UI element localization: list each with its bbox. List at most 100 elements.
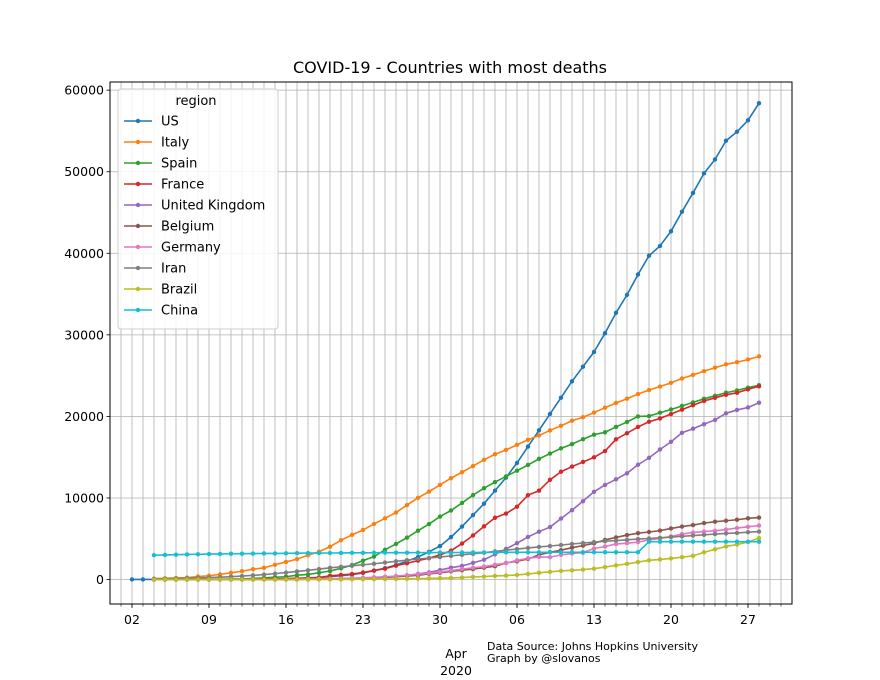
data-point — [448, 553, 454, 559]
data-point — [668, 407, 674, 412]
data-point — [701, 398, 707, 404]
legend-item-brazil: Brazil — [124, 283, 197, 298]
data-point — [690, 190, 696, 196]
data-point — [558, 516, 564, 521]
data-point — [294, 550, 300, 556]
data-point — [382, 550, 388, 555]
data-point — [492, 573, 498, 579]
data-point — [602, 564, 608, 570]
data-point — [690, 372, 696, 378]
data-point — [437, 482, 443, 488]
data-point — [437, 514, 443, 519]
data-point — [723, 362, 729, 367]
data-point — [492, 479, 498, 485]
data-point — [701, 550, 707, 555]
data-point — [393, 510, 399, 515]
data-point — [679, 539, 685, 544]
data-point — [602, 544, 608, 549]
data-point — [393, 576, 399, 582]
data-point — [580, 415, 586, 420]
data-point — [657, 535, 663, 540]
data-point — [668, 439, 674, 445]
data-point — [162, 552, 168, 558]
data-point — [162, 577, 168, 582]
data-point — [349, 550, 355, 556]
data-point — [228, 577, 234, 582]
data-point — [569, 418, 575, 423]
data-point — [679, 403, 685, 409]
axes-frame — [109, 81, 793, 605]
data-point — [217, 577, 223, 582]
data-point — [316, 566, 322, 572]
data-point — [382, 516, 388, 521]
data-point — [217, 551, 223, 557]
data-point — [349, 532, 355, 538]
data-point — [448, 568, 454, 573]
data-point — [250, 551, 256, 556]
data-point — [459, 541, 465, 546]
data-point — [613, 541, 619, 547]
author-note: Graph by @slovanos — [487, 652, 601, 665]
data-point — [569, 379, 575, 384]
data-point — [613, 437, 619, 442]
data-point — [679, 534, 685, 539]
data-point — [734, 407, 740, 413]
data-point — [503, 550, 509, 555]
data-point — [635, 414, 641, 419]
data-point — [558, 469, 564, 474]
data-point — [668, 411, 674, 417]
legend-swatch-marker — [135, 286, 141, 292]
data-point — [261, 577, 267, 582]
data-point — [547, 477, 553, 482]
x-tick-label: 20 — [663, 612, 679, 627]
data-point — [459, 500, 465, 506]
data-point — [129, 577, 135, 582]
data-point — [382, 576, 388, 582]
data-point — [272, 551, 278, 556]
data-point — [536, 488, 542, 493]
data-point — [184, 552, 190, 557]
data-point — [514, 546, 520, 552]
data-point — [646, 529, 652, 535]
data-point — [657, 528, 663, 533]
data-point — [525, 437, 531, 443]
data-point — [635, 530, 641, 536]
legend-label: Italy — [161, 136, 190, 151]
data-point — [745, 524, 751, 529]
x-tick-label: 06 — [509, 612, 525, 627]
x-axis: 02 09 16 23 30 06 13 20 27 — [120, 604, 782, 627]
data-point — [734, 539, 740, 544]
data-point — [338, 572, 344, 578]
data-point — [745, 529, 751, 535]
data-point — [448, 575, 454, 581]
data-point — [712, 365, 718, 370]
data-point — [481, 524, 487, 529]
data-point — [756, 354, 762, 359]
data-point — [679, 554, 685, 560]
data-point — [514, 558, 520, 563]
series-line-iran — [153, 530, 760, 580]
data-point — [327, 544, 333, 549]
data-point — [481, 501, 487, 506]
data-point — [360, 527, 366, 533]
data-point — [657, 447, 663, 452]
data-point — [360, 577, 366, 582]
data-point — [459, 550, 465, 555]
data-point — [712, 157, 718, 162]
data-point — [756, 523, 762, 528]
legend-item-belgium: Belgium — [124, 220, 214, 235]
data-point — [338, 537, 344, 543]
data-point — [536, 433, 542, 438]
y-tick-label: 20000 — [64, 409, 104, 424]
data-point — [371, 576, 377, 582]
data-point — [624, 396, 630, 401]
data-point — [723, 518, 729, 523]
data-point — [668, 539, 674, 544]
data-point — [569, 441, 575, 447]
data-point — [514, 460, 520, 466]
data-point — [360, 550, 366, 555]
data-point — [239, 551, 245, 556]
data-point — [250, 573, 256, 578]
data-point — [624, 550, 630, 555]
data-point — [635, 462, 641, 467]
